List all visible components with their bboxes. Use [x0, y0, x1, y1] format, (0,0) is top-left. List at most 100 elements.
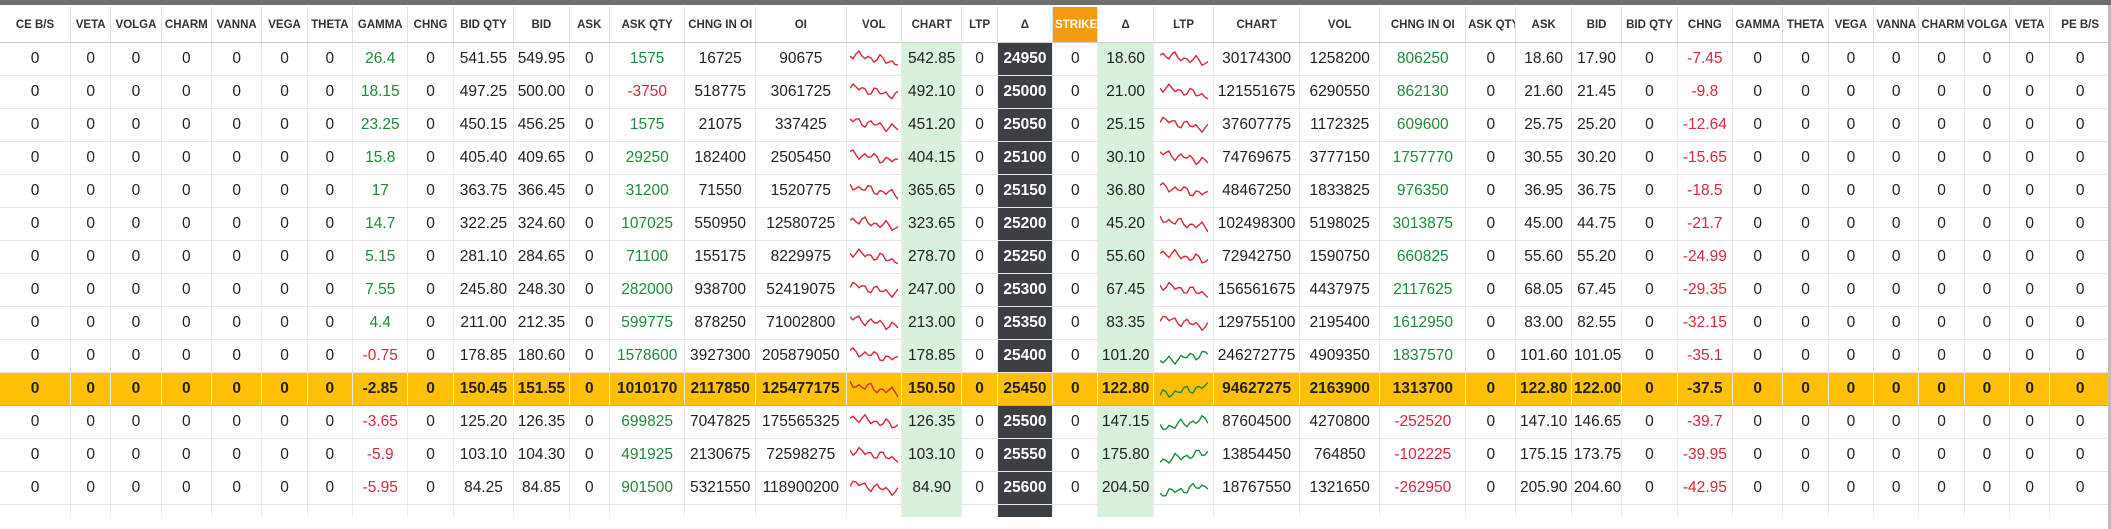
ce-bid-qty: 150.45: [453, 372, 515, 406]
col-header-35[interactable]: VOLGA: [1964, 7, 2011, 43]
pe-ltp-sparkline: [1153, 306, 1215, 340]
col-header-10[interactable]: BID: [513, 7, 570, 43]
pe-bid-qty: 0: [1621, 174, 1678, 208]
pe-ask-qty: 0: [1465, 306, 1517, 340]
pe-vol: 4437975: [1299, 273, 1381, 307]
option-row[interactable]: 0 0 0 0 0 0 0 7.55 0 245.80 248.30 0 282000 938700 524…: [0, 273, 2111, 307]
ce-bs-cell: 0: [0, 75, 72, 109]
col-header-31[interactable]: THETA: [1782, 7, 1829, 43]
pe-vanna: 0: [1873, 141, 1920, 175]
col-header-17[interactable]: LTP: [961, 7, 998, 43]
pe-theta: 0: [1782, 240, 1829, 274]
col-header-33[interactable]: VANNA: [1873, 7, 1920, 43]
pe-vanna: 0: [1873, 372, 1920, 406]
pe-vega: 0: [1828, 405, 1875, 439]
col-header-8[interactable]: CHNG: [407, 7, 454, 43]
pe-bs: 0: [2049, 405, 2111, 439]
pe-bs: 0: [2049, 471, 2111, 505]
col-header-3[interactable]: CHARM: [161, 7, 213, 43]
pe-theta: 0: [1782, 471, 1829, 505]
option-row[interactable]: 0 0 0 0 0 0 0 26.4 0 541.55 549.95 0 1575 16725 90675 5…: [0, 42, 2111, 76]
pe-vega: 0: [1828, 339, 1875, 373]
col-header-20[interactable]: Δ: [1097, 7, 1154, 43]
ce-chart: 542.85: [901, 42, 963, 76]
col-header-32[interactable]: VEGA: [1828, 7, 1875, 43]
col-header-36[interactable]: VETA: [2009, 7, 2051, 43]
col-header-34[interactable]: CHARM: [1918, 7, 1965, 43]
ce-theta: 0: [307, 207, 354, 241]
col-header-26[interactable]: ASK: [1515, 7, 1572, 43]
col-header-13[interactable]: CHNG IN OI: [684, 7, 756, 43]
col-header-37[interactable]: PE B/S: [2049, 7, 2111, 43]
col-header-6[interactable]: THETA: [307, 7, 354, 43]
option-row[interactable]: 0 0 0 0 0 0 0 18.15 0 497.25 500.00 0 -3750 518775 306…: [0, 75, 2111, 109]
col-header-7[interactable]: GAMMA: [352, 7, 409, 43]
col-header-19[interactable]: STRIKE: [1052, 7, 1099, 43]
col-header-30[interactable]: GAMMA: [1732, 7, 1784, 43]
option-row[interactable]: 0 0 0 0 0 0 0 15.8 0 405.40 409.65 0 29250 182400 2505…: [0, 141, 2111, 175]
option-row[interactable]: 0 0 0 0 0 0 0 23.25 0 450.15 456.25 0 1575 21075 33742…: [0, 108, 2111, 142]
option-row[interactable]: 0 0 0 0 0 0 0 -3.65 0 125.20 126.35 0 699825 7047825 1…: [0, 405, 2111, 439]
pe-chart: 18767550: [1213, 471, 1300, 505]
col-header-24[interactable]: CHNG IN OI: [1379, 7, 1467, 43]
option-row[interactable]: 0 0 0 0 0 0 0 -5.95 0 84.25 84.85 0 901500 5321550 118…: [0, 471, 2111, 505]
ce-vega: 0: [261, 240, 308, 274]
partial-cell: [1782, 504, 1829, 517]
ce-theta: 0: [307, 306, 354, 340]
vertical-scrollbar[interactable]: [2108, 5, 2111, 529]
col-header-16[interactable]: CHART: [901, 7, 963, 43]
ce-vega: 0: [261, 438, 308, 472]
col-header-25[interactable]: ASK QTY: [1465, 7, 1517, 43]
col-header-5[interactable]: VEGA: [261, 7, 308, 43]
col-header-12[interactable]: ASK QTY: [609, 7, 686, 43]
col-header-21[interactable]: LTP: [1153, 7, 1215, 43]
ce-bid: 500.00: [513, 75, 570, 109]
ce-chng-oi: 71550: [684, 174, 756, 208]
ce-chng: 0: [407, 42, 454, 76]
option-row[interactable]: 0 0 0 0 0 0 0 4.4 0 211.00 212.35 0 599775 878250 7100…: [0, 306, 2111, 340]
col-header-0[interactable]: CE B/S: [0, 7, 72, 43]
col-header-29[interactable]: CHNG: [1677, 7, 1734, 43]
ce-ltp: 0: [961, 108, 998, 142]
col-header-14[interactable]: OI: [755, 7, 847, 43]
pe-theta: 0: [1782, 174, 1829, 208]
pe-chng-in-oi: -262950: [1379, 471, 1467, 505]
col-header-18[interactable]: Δ: [997, 7, 1054, 43]
col-header-11[interactable]: ASK: [569, 7, 610, 43]
ce-ask-qty: 901500: [609, 471, 686, 505]
ce-vanna: 0: [211, 306, 263, 340]
col-header-15[interactable]: VOL: [846, 7, 903, 43]
option-row[interactable]: 0 0 0 0 0 0 0 14.7 0 322.25 324.60 0 107025 550950 125…: [0, 207, 2111, 241]
pe-vol: 4270800: [1299, 405, 1381, 439]
col-header-28[interactable]: BID QTY: [1621, 7, 1678, 43]
col-header-23[interactable]: VOL: [1299, 7, 1381, 43]
pe-delta: 67.45: [1097, 273, 1154, 307]
pe-ltp-sparkline: [1153, 372, 1215, 406]
ce-vega: 0: [261, 372, 308, 406]
ce-charm: 0: [161, 405, 213, 439]
ce-chart: 247.00: [901, 273, 963, 307]
partial-cell: [161, 504, 213, 517]
pe-vol: 6290550: [1299, 75, 1381, 109]
option-row[interactable]: 0 0 0 0 0 0 0 -5.9 0 103.10 104.30 0 491925 2130675 72…: [0, 438, 2111, 472]
col-header-4[interactable]: VANNA: [211, 7, 263, 43]
ce-charm: 0: [161, 207, 213, 241]
pe-ltp-sparkline: [1153, 273, 1215, 307]
option-row[interactable]: 0 0 0 0 0 0 0 5.15 0 281.10 284.65 0 71100 155175 8229…: [0, 240, 2111, 274]
pe-vega: 0: [1828, 240, 1875, 274]
pe-veta: 0: [2009, 240, 2051, 274]
col-header-22[interactable]: CHART: [1213, 7, 1300, 43]
ce-chart: 492.10: [901, 75, 963, 109]
col-header-1[interactable]: VETA: [70, 7, 112, 43]
option-row[interactable]: 0 0 0 0 0 0 0 -0.75 0 178.85 180.60 0 1578600 3927300…: [0, 339, 2111, 373]
option-row[interactable]: 0 0 0 0 0 0 0 17 0 363.75 366.45 0 31200 71550 1520775…: [0, 174, 2111, 208]
col-header-2[interactable]: VOLGA: [110, 7, 162, 43]
ce-vanna: 0: [211, 108, 263, 142]
col-header-27[interactable]: BID: [1571, 7, 1623, 43]
partial-cell: [1052, 504, 1099, 517]
pe-veta: 0: [2009, 141, 2051, 175]
pe-ltp-sparkline: [1153, 42, 1215, 76]
option-row[interactable]: 0 0 0 0 0 0 0 -2.85 0 150.45 151.55 0 1010170 2117850…: [0, 372, 2111, 406]
pe-chng: -29.35: [1677, 273, 1734, 307]
col-header-9[interactable]: BID QTY: [453, 7, 515, 43]
